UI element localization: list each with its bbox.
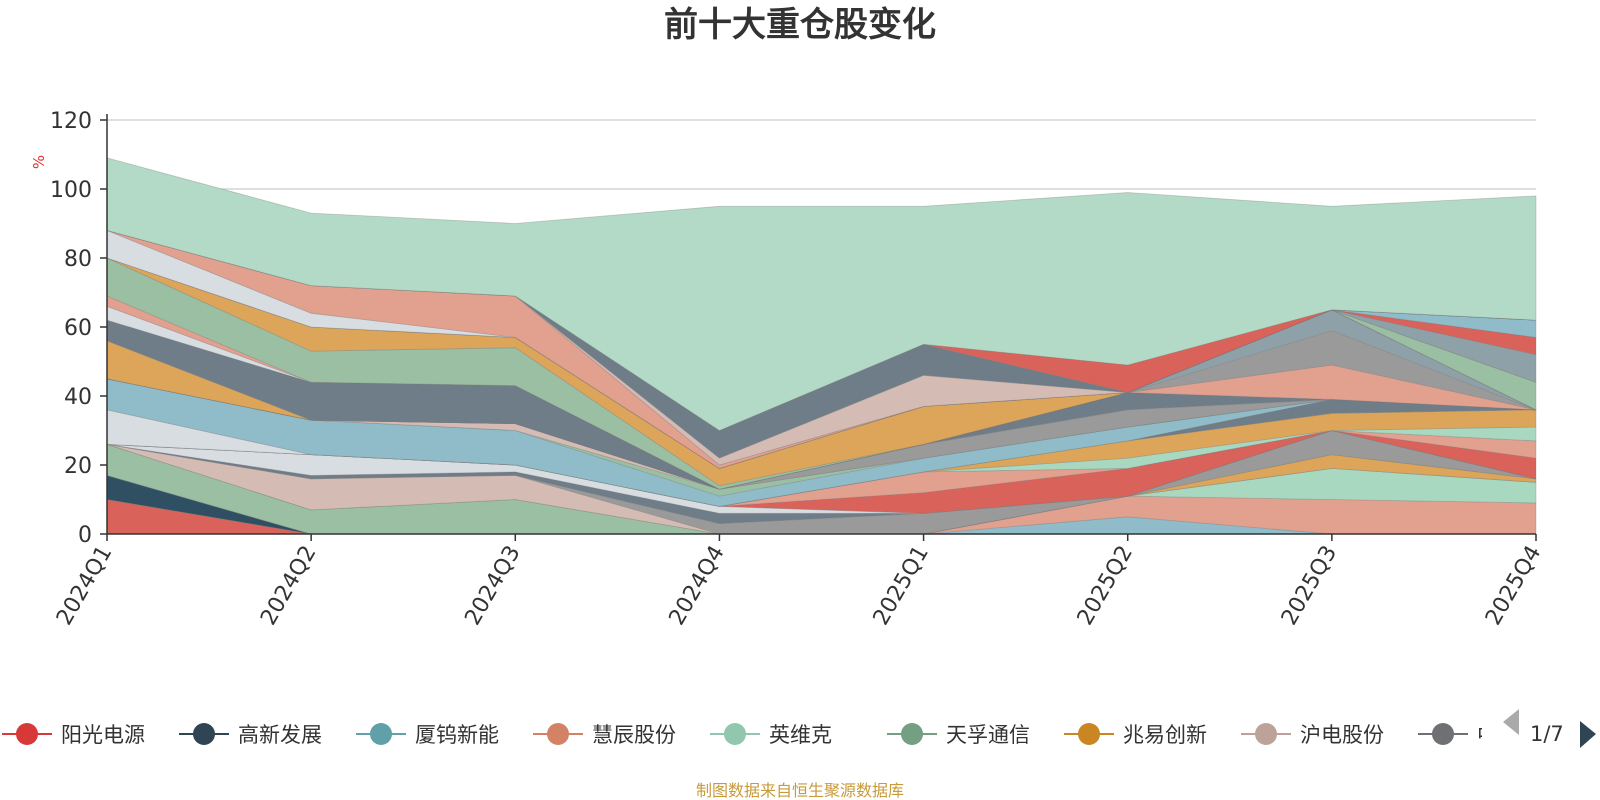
- area-series-33: [106, 257, 1537, 469]
- legend-item-5[interactable]: 天孚通信: [887, 723, 1030, 747]
- legend-marker-4: [724, 723, 746, 745]
- legend-item-1[interactable]: 高新发展: [179, 723, 322, 747]
- x-tick-label-1: 2024Q2: [256, 542, 321, 630]
- chart-title: 前十大重仓股变化: [664, 5, 936, 45]
- y-tick-labels: 0 20 40 60 80 100 120: [50, 109, 107, 548]
- legend-label-8: 中: [1477, 723, 1498, 747]
- y-tick-label-1: 20: [64, 454, 92, 479]
- legend-marker-7: [1255, 723, 1277, 745]
- legend-label-0: 阳光电源: [61, 723, 145, 747]
- x-tick-label-4: 2025Q1: [869, 542, 934, 630]
- y-tick-label-2: 40: [64, 385, 92, 410]
- x-tick-label-2: 2024Q3: [460, 542, 525, 630]
- area-series: [106, 157, 1537, 535]
- area-series-32: [106, 257, 1537, 469]
- area-series-13: [106, 426, 1537, 507]
- legend-marker-5: [901, 723, 923, 745]
- legend-item-4[interactable]: 英维克: [710, 723, 832, 747]
- area-series-11: [106, 430, 1537, 514]
- area-series-26: [106, 309, 1537, 490]
- legend-item-8[interactable]: 中: [1418, 723, 1498, 747]
- y-tick-label-3: 60: [64, 316, 92, 341]
- y-tick-label-5: 100: [50, 178, 92, 203]
- legend-marker-6: [1078, 723, 1100, 745]
- area-series-12: [106, 430, 1537, 507]
- legend-label-5: 天孚通信: [946, 723, 1030, 747]
- legend-item-0[interactable]: 阳光电源: [2, 723, 145, 747]
- legend-marker-2: [370, 723, 392, 745]
- area-series-34: [106, 229, 1537, 469]
- x-tick-label-0: 2024Q1: [52, 542, 117, 630]
- legend-item-2[interactable]: 厦钨新能: [356, 723, 499, 747]
- y-tick-label-4: 80: [64, 247, 92, 272]
- area-series-14: [106, 409, 1537, 507]
- source-note: 制图数据来自恒生聚源数据库: [696, 781, 904, 800]
- legend-label-3: 慧辰股份: [592, 723, 676, 747]
- y-tick-label-6: 120: [50, 109, 92, 134]
- x-tick-label-7: 2025Q4: [1481, 542, 1546, 630]
- legend-item-7[interactable]: 沪电股份: [1241, 723, 1384, 747]
- legend-label-2: 厦钨新能: [415, 723, 499, 747]
- x-tick-label-5: 2025Q2: [1073, 542, 1138, 630]
- area-series-39: [106, 157, 1537, 431]
- legend-pager: 1/7: [1503, 709, 1596, 748]
- legend-label-4: 英维克: [769, 723, 832, 747]
- legend-next-page-icon[interactable]: [1580, 721, 1596, 748]
- x-tick-label-6: 2025Q3: [1277, 542, 1342, 630]
- legend-label-6: 兆易创新: [1123, 723, 1207, 747]
- legend-marker-1: [193, 723, 215, 745]
- legend-prev-page-icon[interactable]: [1503, 709, 1519, 735]
- axes: [106, 114, 1536, 535]
- y-tick-label-0: 0: [78, 523, 92, 548]
- legend: 阳光电源 高新发展 厦钨新能 慧辰股份 英维克 天孚通信 兆易创新 沪电股份 中: [2, 723, 1498, 747]
- y-axis-unit: %: [30, 155, 48, 169]
- area-series-31: [106, 257, 1537, 469]
- legend-marker-8: [1432, 723, 1454, 745]
- legend-page-indicator: 1/7: [1530, 722, 1564, 746]
- legend-marker-0: [16, 723, 38, 745]
- legend-item-6[interactable]: 兆易创新: [1064, 723, 1207, 747]
- area-series-29: [106, 257, 1537, 490]
- legend-marker-3: [547, 723, 569, 745]
- x-tick-labels: 2024Q1 2024Q2 2024Q3 2024Q4 2025Q1 2025Q2 2025…: [52, 534, 1546, 630]
- legend-item-3[interactable]: 慧辰股份: [533, 723, 676, 747]
- area-series-6: [106, 443, 1537, 535]
- x-tick-label-3: 2024Q4: [665, 542, 730, 630]
- legend-label-1: 高新发展: [238, 723, 322, 747]
- legend-label-7: 沪电股份: [1300, 723, 1384, 747]
